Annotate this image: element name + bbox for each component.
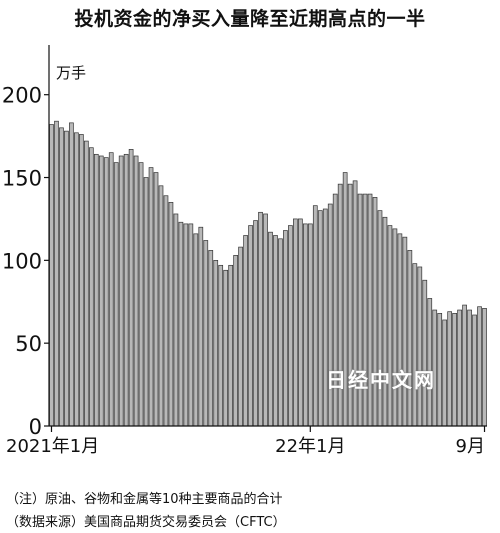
bar: [83, 140, 89, 427]
bar: [243, 235, 248, 427]
bar: [248, 225, 253, 427]
bar: [54, 120, 59, 427]
bar: [173, 213, 179, 427]
bar: [253, 220, 258, 427]
chart-title: 投机资金的净买入量降至近期高点的一半: [74, 8, 426, 30]
bar: [188, 223, 194, 427]
bar: [69, 122, 74, 427]
bar: [258, 211, 263, 427]
bar: [392, 228, 398, 427]
bar: [437, 313, 443, 427]
bar: [302, 223, 308, 427]
bar: [482, 308, 487, 427]
bar: [208, 250, 214, 427]
bar: [143, 177, 149, 427]
bar: [218, 264, 224, 427]
bar: [427, 298, 433, 427]
x-tick-label: 22年1月: [275, 436, 345, 457]
bar: [402, 236, 408, 427]
bar: [442, 319, 448, 427]
bar: [168, 202, 174, 427]
bar: [298, 218, 303, 427]
x-tick-label: 2021年1月: [6, 436, 99, 457]
x-tick-label: 9月: [456, 436, 485, 457]
bar: [123, 153, 129, 427]
bar: [278, 238, 283, 427]
bar: [417, 266, 423, 427]
bar: [412, 263, 418, 427]
bar: [382, 216, 388, 427]
y-tick-label: 150: [2, 167, 42, 191]
bar: [113, 162, 119, 427]
bar: [293, 218, 298, 427]
bar: [283, 230, 288, 427]
y-tick-label: 0: [29, 415, 42, 439]
bar: [457, 309, 462, 427]
bar: [158, 185, 164, 427]
bar: [193, 233, 199, 427]
watermark: 日经中文网: [326, 368, 436, 392]
bar: [148, 167, 154, 427]
bar: [377, 210, 383, 427]
bar: [233, 255, 238, 427]
bar: [49, 124, 54, 427]
y-tick-label: 50: [15, 332, 42, 356]
footnote: （注）原油、谷物和金属等10种主要商品的合计: [6, 492, 283, 507]
bar: [288, 225, 293, 427]
bar: [422, 279, 428, 427]
bar: [79, 134, 84, 427]
y-tick-label: 100: [2, 249, 42, 273]
bar: [203, 240, 209, 427]
bar: [178, 221, 184, 427]
bar: [467, 309, 472, 427]
bar: [263, 213, 268, 427]
source-note: （数据来源）美国商品期货交易委员会（CFTC）: [6, 515, 286, 530]
bar: [198, 226, 204, 427]
bar: [447, 311, 453, 427]
bar: [273, 235, 278, 427]
bar: [452, 313, 457, 427]
bar: [118, 155, 124, 427]
bar: [213, 260, 219, 427]
y-tick-label: 200: [2, 84, 42, 108]
bar: [223, 269, 229, 427]
bar: [163, 195, 169, 427]
bar: [477, 306, 482, 427]
bar: [407, 250, 413, 427]
bar: [153, 172, 159, 427]
bar: [472, 314, 477, 427]
bar: [312, 205, 318, 427]
bar: [74, 132, 79, 427]
bar: [397, 233, 403, 427]
bar: [317, 210, 323, 427]
bar: [238, 246, 243, 427]
bar: [462, 304, 467, 427]
bar: [138, 162, 144, 427]
bar: [93, 153, 99, 427]
bar: [128, 149, 134, 427]
bar: [268, 231, 273, 427]
bar: [228, 264, 234, 427]
bar: [133, 155, 139, 427]
bar: [103, 157, 109, 427]
bar: [88, 147, 94, 427]
bar: [64, 130, 69, 427]
bar: [108, 152, 114, 427]
bar: [183, 223, 189, 427]
bar: [322, 208, 328, 427]
bar: [387, 225, 393, 427]
bar: [98, 155, 104, 427]
unit-label: 万手: [56, 64, 87, 82]
bar: [59, 127, 64, 427]
bar: [307, 223, 313, 427]
